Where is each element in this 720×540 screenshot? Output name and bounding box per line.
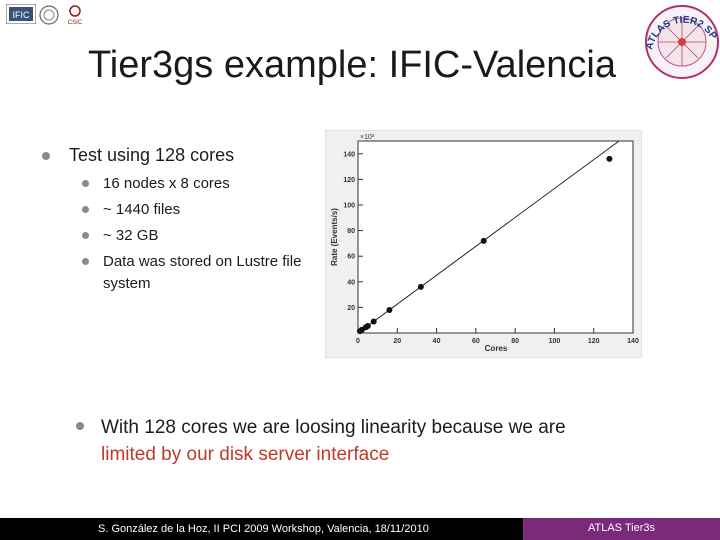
y-tick-label: 60 (347, 254, 355, 261)
x-axis-label: Cores (485, 344, 508, 353)
csic-logo-text: CSIC (68, 20, 83, 26)
data-point (480, 237, 487, 244)
sub-bullet-marker (82, 180, 89, 187)
x-tick-label: 0 (356, 338, 360, 345)
y-axis-label: Rate (Events/s) (330, 208, 339, 266)
sub-bullet-files: ~ 1440 files (103, 201, 181, 218)
sub-bullet-size: ~ 32 GB (103, 227, 159, 244)
y-tick-label: 20 (347, 305, 355, 312)
slide-title: Tier3gs example: IFIC-Valencia (88, 44, 616, 86)
x-tick-label: 80 (511, 338, 519, 345)
university-seal (38, 4, 60, 31)
bullet-marker (76, 422, 84, 430)
y-tick-label: 140 (343, 151, 355, 158)
atlas-tier2-logo: ATLAS TIER2 SPAIN (632, 0, 720, 89)
sub-bullet-marker (82, 258, 89, 265)
scatter-chart: 0 20 40 60 80 100 120 140 20 40 60 80 100 120 140 ×10³… (325, 130, 642, 358)
fit-line (357, 140, 620, 334)
ific-logo: IFIC (5, 3, 37, 29)
y-tick-label: 120 (343, 177, 355, 184)
y-tick-label: 80 (347, 228, 355, 235)
x-tick-label: 40 (433, 338, 441, 345)
sub-bullet-lustre-cont: system (103, 275, 151, 292)
x-tick-label: 100 (549, 338, 561, 345)
y-tick-label: 40 (347, 279, 355, 286)
conclusion-line-2: limited by our disk server interface (101, 444, 390, 465)
conclusion-line-1: With 128 cores we are loosing linearity … (101, 417, 566, 438)
ific-logo-text: IFIC (13, 10, 30, 20)
conclusion-text: With 128 cores we are loosing linearity … (101, 414, 566, 468)
data-point (364, 322, 371, 329)
footer-citation: S. González de la Hoz, II PCI 2009 Works… (98, 523, 429, 535)
sub-bullet-nodes: 16 nodes x 8 cores (103, 175, 230, 192)
csic-logo: CSIC (64, 4, 86, 31)
scatter-chart-svg: 0 20 40 60 80 100 120 140 20 40 60 80 100 120 140 ×10³… (330, 134, 639, 353)
bullet-marker (42, 152, 50, 160)
x-tick-label: 60 (472, 338, 480, 345)
plot-area (357, 140, 634, 334)
sub-bullet-marker (82, 232, 89, 239)
main-bullet: Test using 128 cores (69, 145, 235, 165)
data-point (417, 283, 424, 290)
sub-bullet-lustre: Data was stored on Lustre file (103, 253, 302, 270)
y-multiplier-label: ×10³ (360, 134, 375, 141)
footer-accent: ATLAS Tier3s (523, 518, 720, 540)
footer-section-label: ATLAS Tier3s (587, 522, 656, 534)
y-tick-label: 100 (343, 203, 355, 210)
data-point (370, 318, 377, 325)
data-point (606, 155, 613, 162)
x-tick-label: 120 (588, 338, 600, 345)
x-tick-label: 20 (393, 338, 401, 345)
x-tick-label: 140 (627, 338, 639, 345)
sub-bullet-marker (82, 206, 89, 213)
data-point (386, 306, 393, 313)
